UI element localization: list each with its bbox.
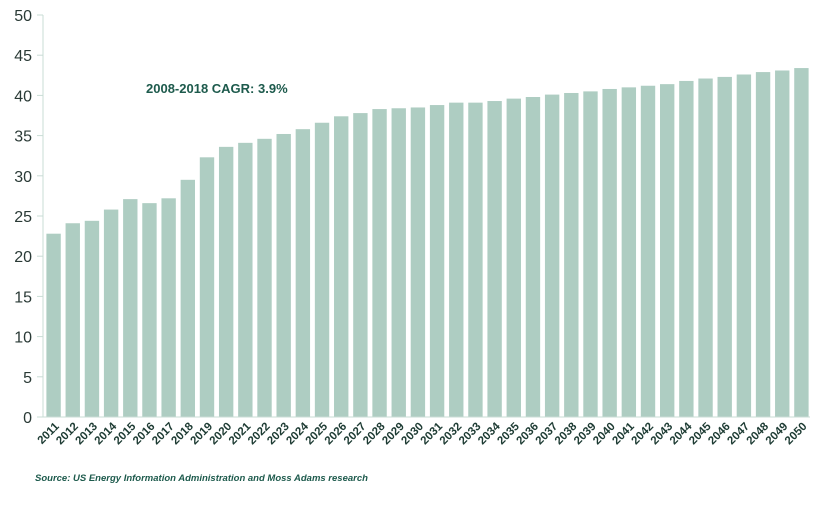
bar-2019	[199, 157, 215, 417]
y-tick-label: 0	[23, 410, 32, 427]
y-axis: 0 5 10 15 20 25 30 35 40 45 50	[14, 8, 44, 427]
source-note: Source: US Energy Information Administra…	[35, 473, 368, 484]
bar-2018	[180, 179, 195, 417]
y-tick-label: 20	[14, 249, 32, 266]
bar-2029	[391, 108, 406, 417]
bar-2044	[679, 80, 694, 418]
bar-2037	[544, 94, 560, 417]
bar-2034	[487, 101, 502, 417]
bar-2025	[314, 122, 330, 418]
bar-2027	[353, 113, 368, 417]
bar-2039	[583, 91, 598, 417]
bar-2038	[564, 92, 579, 418]
cagr-annotation: 2008-2018 CAGR: 3.9%	[146, 81, 288, 96]
bar-2026	[334, 116, 349, 418]
bar-2040	[602, 88, 617, 417]
bar-2035	[506, 98, 521, 418]
bar-2020	[218, 146, 234, 418]
bar-2036	[525, 97, 541, 417]
bar-2015	[123, 199, 138, 417]
x-tick-label-2050: 2050	[783, 421, 810, 448]
bar-2016	[142, 203, 157, 417]
bar-2043	[660, 84, 675, 417]
x-axis: 2011201220132014201520162017201820192020…	[36, 416, 810, 448]
bar-2049	[775, 70, 790, 417]
bar-2046	[717, 76, 732, 417]
bar-2014	[103, 209, 119, 417]
bar-2032	[449, 102, 464, 417]
bar-2048	[755, 72, 771, 417]
bar-2050	[794, 68, 809, 417]
bar-2024	[295, 129, 311, 418]
y-tick-label: 10	[14, 330, 32, 347]
bar-2017	[161, 198, 176, 417]
bar-2033	[468, 102, 483, 417]
y-tick-label: 15	[14, 289, 32, 306]
y-tick-label: 5	[23, 370, 32, 387]
bar-2047	[736, 74, 752, 417]
y-tick-label: 50	[14, 8, 32, 25]
y-tick-label: 25	[14, 209, 32, 226]
y-tick-label: 35	[14, 129, 32, 146]
bar-2021	[238, 142, 253, 417]
bar-2042	[640, 85, 656, 417]
bar-2030	[410, 107, 426, 418]
bar-2022	[257, 138, 272, 417]
bar-2013	[84, 220, 100, 417]
bar-2012	[65, 223, 80, 417]
bar-2045	[698, 78, 713, 418]
y-tick-label: 40	[14, 88, 32, 105]
bar-2028	[372, 109, 387, 417]
bar-2023	[276, 133, 291, 418]
y-tick-label: 45	[14, 48, 32, 65]
bar-2011	[46, 233, 61, 417]
bars	[46, 68, 809, 418]
bar-2031	[429, 105, 445, 418]
y-tick-label: 30	[14, 169, 32, 186]
bar-2041	[621, 87, 637, 418]
